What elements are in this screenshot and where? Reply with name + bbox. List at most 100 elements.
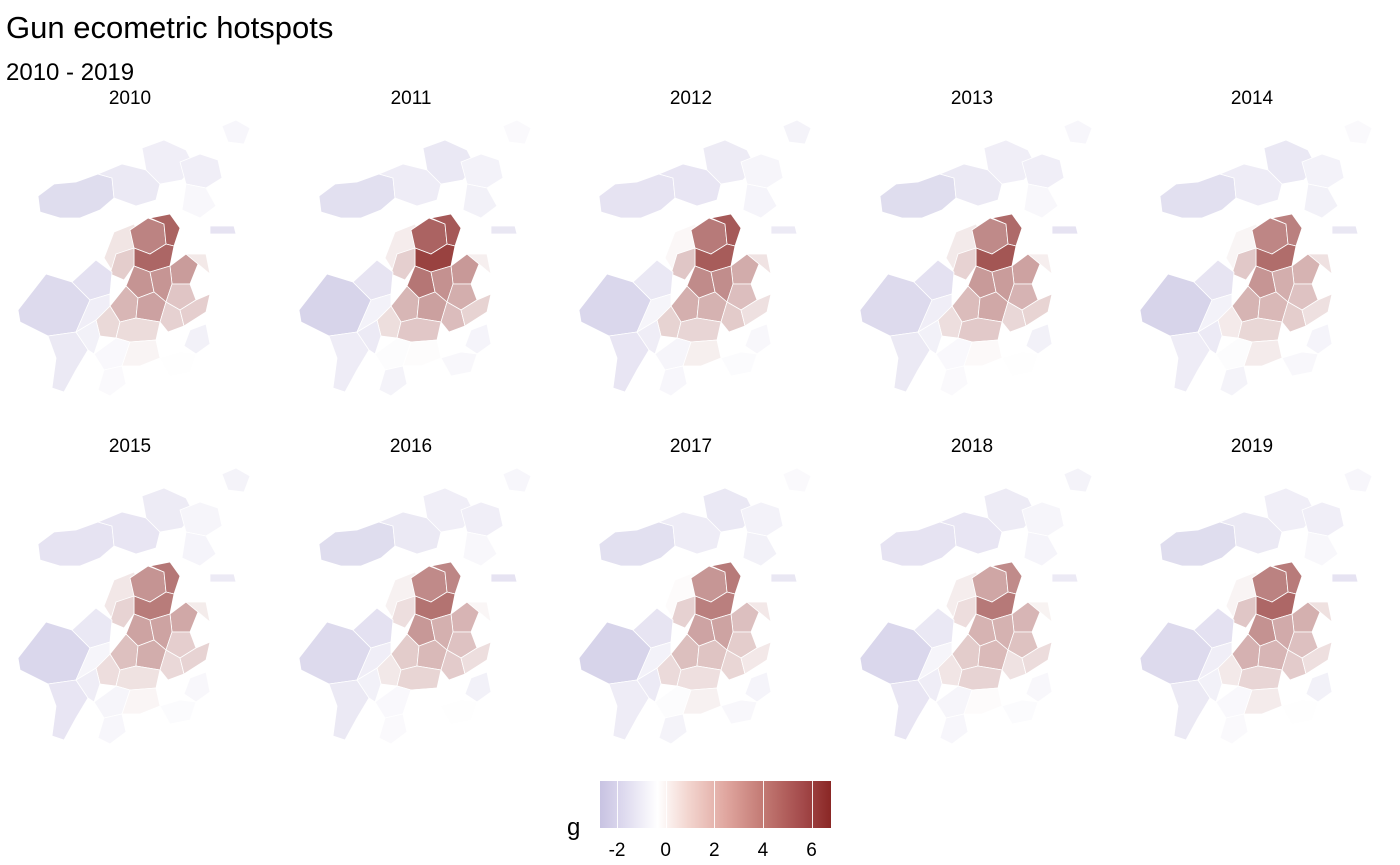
legend-tick-mark [617, 781, 619, 828]
tract-region [97, 713, 127, 745]
tract-region [37, 173, 115, 219]
tract-region [1159, 521, 1237, 567]
tract-region [744, 671, 772, 703]
tract-region [1301, 153, 1345, 189]
legend-title: g [567, 814, 581, 841]
tract-region [75, 641, 111, 681]
tract-region [402, 339, 442, 367]
tract-region [636, 293, 672, 333]
tract-region [657, 511, 722, 555]
tract-region [1343, 467, 1373, 493]
tract-region [1301, 501, 1345, 537]
map-subtitle: 2010 - 2019 [6, 59, 135, 86]
tract-region [745, 601, 772, 624]
tract-region [181, 531, 217, 567]
facet-label: 2019 [1230, 436, 1274, 457]
tract-region [377, 163, 442, 207]
legend-tick-label: 6 [806, 840, 817, 861]
tract-region [221, 467, 251, 493]
tract-region [1026, 601, 1053, 624]
tract-region [378, 365, 408, 397]
tract-region [465, 253, 492, 276]
tract-region [1281, 351, 1319, 377]
tract-region [938, 511, 1003, 555]
tract-region [1193, 607, 1235, 649]
tract-region [913, 259, 955, 301]
tract-region [1281, 699, 1319, 725]
tract-region [1306, 601, 1333, 624]
tract-region [464, 323, 492, 355]
tract-region [951, 595, 977, 629]
facet-label: 2011 [390, 88, 432, 109]
tract-region [502, 467, 532, 493]
choropleth-map [17, 119, 251, 397]
choropleth-map [578, 119, 812, 397]
legend-tick-mark [665, 781, 667, 828]
tract-region [490, 225, 518, 235]
tract-region [1001, 699, 1039, 725]
tract-region [440, 699, 478, 725]
facet-label: 2018 [950, 436, 994, 457]
tract-region [121, 687, 161, 715]
tract-region [744, 323, 772, 355]
tract-region [1051, 225, 1079, 235]
tract-region [378, 713, 408, 745]
tract-region [179, 153, 223, 189]
choropleth-map [859, 467, 1093, 745]
tract-region [632, 607, 674, 649]
tract-region [879, 521, 957, 567]
tract-region [1021, 641, 1053, 675]
facet-label: 2014 [1230, 88, 1274, 109]
tract-region [917, 641, 953, 681]
tract-region [464, 671, 492, 703]
tract-region [440, 351, 478, 377]
tract-region [71, 607, 113, 649]
tract-region [97, 365, 127, 397]
facet-label: 2013 [950, 88, 994, 109]
tract-region [396, 665, 442, 691]
tract-region [742, 531, 778, 567]
tract-region [159, 351, 197, 377]
tract-region [462, 183, 498, 219]
tract-region [1243, 687, 1283, 715]
legend-tick-mark [762, 781, 764, 828]
tract-region [159, 699, 197, 725]
tract-region [71, 259, 113, 301]
tract-region [184, 253, 211, 276]
tract-region [670, 595, 696, 629]
tract-region [318, 173, 396, 219]
tract-region [1021, 293, 1053, 327]
tract-region [1219, 713, 1249, 745]
legend-tick-mark [811, 781, 813, 828]
tract-region [183, 671, 211, 703]
tract-region [1021, 501, 1065, 537]
tract-region [957, 317, 1003, 343]
tract-region [502, 119, 532, 145]
legend-colorbar [600, 781, 831, 828]
tract-region [115, 665, 161, 691]
facet-label: 2015 [108, 436, 152, 457]
facet-label: 2010 [108, 88, 152, 109]
tract-region [632, 259, 674, 301]
choropleth-map [1139, 467, 1373, 745]
tract-region [963, 339, 1003, 367]
legend-tick-mark [714, 781, 716, 828]
tract-region [179, 641, 211, 675]
tract-region [938, 163, 1003, 207]
tract-region [636, 641, 672, 681]
tract-region [1197, 293, 1233, 333]
map-title: Gun ecometric hotspots [6, 10, 334, 45]
tract-region [1243, 339, 1283, 367]
tract-region [115, 317, 161, 343]
tract-region [1303, 531, 1339, 567]
tract-region [939, 365, 969, 397]
facet-panel-2014: 2014 [1122, 88, 1382, 418]
tract-region [740, 501, 784, 537]
tract-region [396, 317, 442, 343]
tract-region [1301, 641, 1333, 675]
tract-region [658, 365, 688, 397]
tract-region [745, 253, 772, 276]
choropleth-map [1139, 119, 1373, 397]
tract-region [1025, 671, 1053, 703]
tract-region [1159, 173, 1237, 219]
